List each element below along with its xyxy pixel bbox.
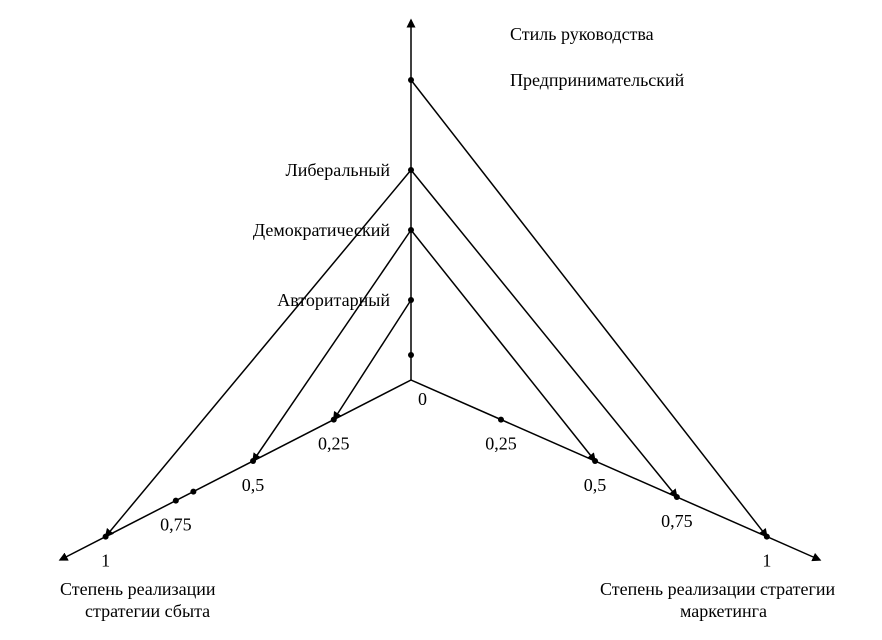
level-label-1: Либеральный: [286, 160, 391, 180]
connector-5: [334, 300, 411, 420]
level-label-0: Предпринимательский: [510, 70, 685, 90]
axis-left-title-2: стратегии сбыта: [85, 601, 210, 621]
tick-label-right-3: 1: [762, 551, 771, 571]
tick-label-right-1: 0,5: [584, 475, 607, 495]
tick-label-left-0: 0,25: [318, 434, 350, 454]
tick-label-left-4: 1: [101, 551, 110, 571]
three-axis-diagram: Стиль руководства Степень реализациистрат…: [0, 0, 882, 640]
tick-label-right-0: 0,25: [485, 434, 517, 454]
tick-right-0: [498, 417, 504, 423]
connector-1: [411, 170, 677, 497]
axis-top-title: Стиль руководства: [510, 24, 654, 44]
tick-label-right-2: 0,75: [661, 511, 693, 531]
axis-left-title-1: Степень реализации: [60, 579, 216, 599]
tick-label-left-1: 0,5: [242, 475, 265, 495]
tick-left-3: [190, 489, 196, 495]
tick-label-left-2: 0,75: [160, 515, 192, 535]
level-label-2: Демократический: [253, 220, 391, 240]
level-label-3: Авторитарный: [277, 290, 390, 310]
level-dot-4: [408, 352, 414, 358]
connector-0: [411, 80, 767, 537]
axis-right-title-1: Степень реализации стратегии: [600, 579, 836, 599]
axis-right: [411, 380, 820, 560]
connector-3: [411, 230, 595, 461]
tick-left-2: [173, 498, 179, 504]
axis-right-title-2: маркетинга: [680, 601, 767, 621]
axis-left: [60, 380, 411, 560]
origin-label: 0: [418, 389, 427, 409]
